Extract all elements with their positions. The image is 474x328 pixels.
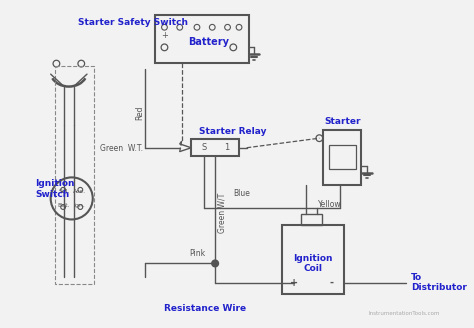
Bar	[323, 130, 361, 185]
Text: Green W/T: Green W/T	[217, 193, 226, 233]
Text: Red: Red	[135, 105, 144, 120]
Text: To
Distributor: To Distributor	[411, 273, 467, 292]
Text: S: S	[201, 143, 206, 152]
Text: Blue: Blue	[234, 189, 250, 198]
Text: Sol.: Sol.	[58, 189, 70, 194]
Circle shape	[212, 260, 219, 267]
Bar	[282, 225, 344, 294]
Text: Ign.: Ign.	[73, 203, 85, 208]
Text: Ignition
Coil: Ignition Coil	[293, 254, 332, 273]
Bar	[301, 214, 322, 225]
Text: Yellow: Yellow	[318, 200, 342, 209]
Bar	[191, 139, 239, 156]
Text: Battery: Battery	[188, 37, 229, 47]
Text: Pink: Pink	[190, 249, 206, 258]
Text: +: +	[161, 31, 168, 40]
Text: Green  W.T.: Green W.T.	[100, 144, 144, 153]
Text: Acc.: Acc.	[73, 189, 86, 194]
Text: Ignition
Switch: Ignition Switch	[36, 179, 75, 198]
Text: 1: 1	[224, 143, 229, 152]
Bar	[329, 145, 356, 169]
Text: Starter: Starter	[324, 117, 361, 126]
Text: Starter Relay: Starter Relay	[199, 127, 266, 136]
Text: -: -	[330, 277, 334, 288]
Text: Bat.: Bat.	[58, 203, 70, 208]
Text: Starter Safety Switch: Starter Safety Switch	[78, 18, 188, 27]
Text: +: +	[291, 277, 299, 288]
Text: InstrumentationTools.com: InstrumentationTools.com	[368, 311, 440, 316]
Text: Resistance Wire: Resistance Wire	[164, 304, 246, 313]
Bar	[155, 15, 248, 63]
Bar	[55, 67, 94, 284]
